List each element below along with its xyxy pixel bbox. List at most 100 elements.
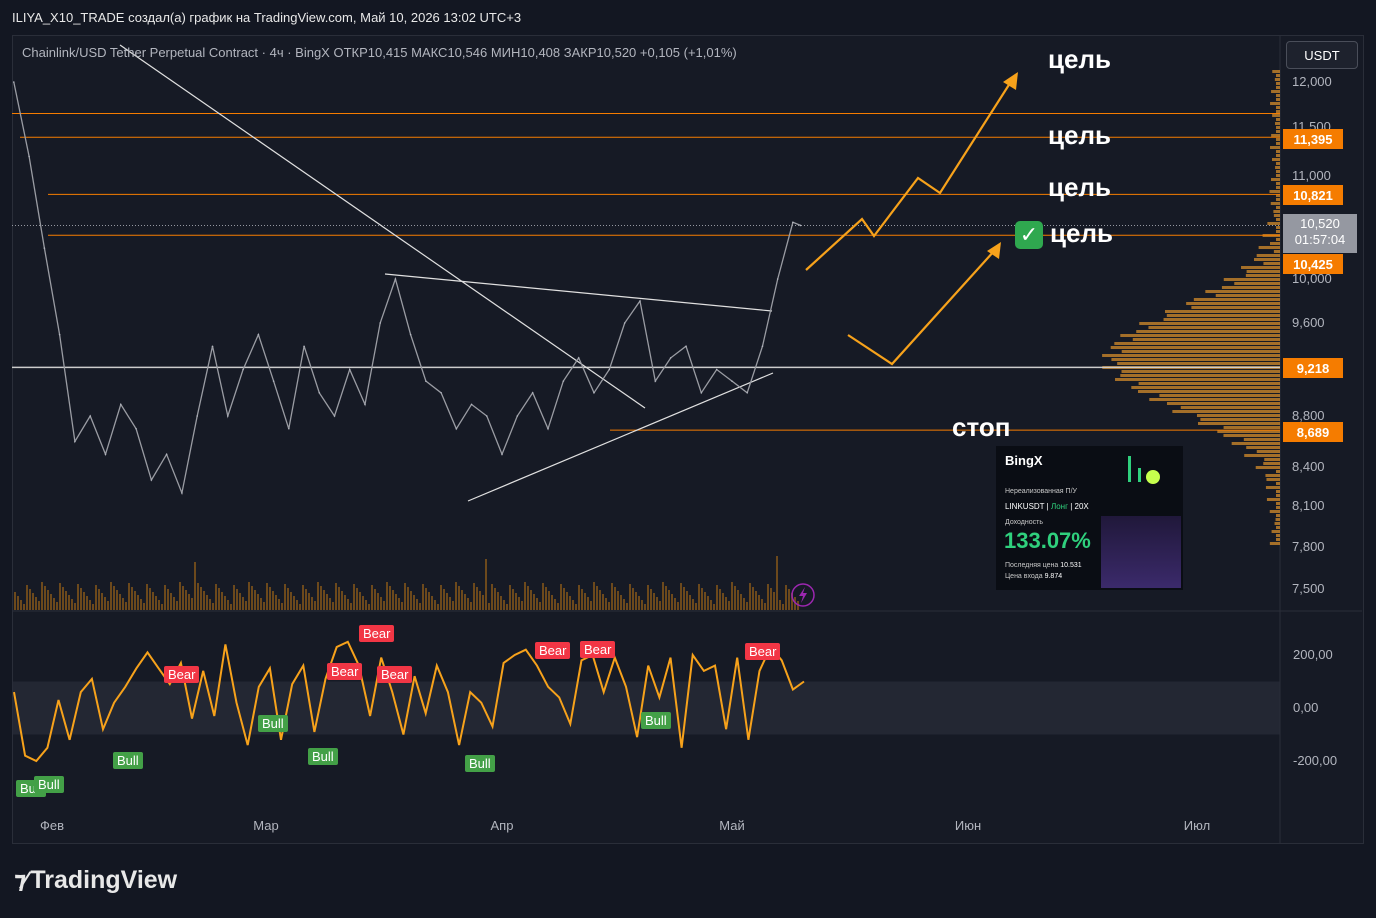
volume-bar [581,589,583,610]
volume-bar [44,586,46,610]
volume-profile-bar [1276,482,1280,485]
volume-profile-bar [1275,166,1280,169]
volume-profile-bar [1276,226,1280,229]
price-point [89,415,92,417]
volume-bar [341,591,343,610]
volume-bar [563,588,565,610]
volume-bar [425,588,427,610]
volume-bar [176,601,178,610]
volume-bar [674,598,676,610]
volume-bar [281,603,283,610]
volume-bar [182,586,184,610]
price-point [348,368,351,371]
volume-bar [32,593,34,610]
bingx-promo-image [1101,516,1181,588]
target-label-1: цель [1048,44,1111,74]
volume-bar [56,602,58,610]
volume-bar [29,589,31,610]
volume-bar [17,596,19,610]
price-point [119,403,122,406]
bingx-last-price-row: Последняя цена 10.531 [1005,562,1082,569]
lightning-icon [799,587,807,603]
volume-bar [608,602,610,610]
volume-bar [437,604,439,610]
volume-profile-bar [1120,334,1280,337]
volume-bar [611,583,613,610]
volume-profile-bar [1138,382,1280,385]
volume-bar [614,587,616,610]
volume-bar [623,599,625,610]
currency-button[interactable]: USDT [1286,41,1358,69]
volume-bar [257,594,259,610]
volume-bar [758,595,760,610]
volume-profile-bar [1165,310,1280,313]
volume-bar [617,591,619,610]
volume-profile-bar [1241,266,1280,269]
bull-signal: Bull [34,776,64,793]
volume-bar [491,584,493,610]
volume-bar [146,584,148,610]
volume-profile-bar [1270,102,1280,105]
volume-bar [656,597,658,610]
volume-bar [371,585,373,610]
price-point [242,368,244,371]
volume-profile-bar [1276,538,1280,541]
volume-profile-bar [1270,146,1280,149]
volume-profile-bar [1276,206,1280,209]
volume-bar [728,601,730,610]
price-point [181,492,183,494]
price-point [28,155,30,158]
price-point [531,391,534,394]
volume-bar [140,599,142,610]
tradingview-logo[interactable]: ⁊⁄ TradingView [14,866,177,895]
volume-bar [365,600,367,610]
price-point [425,380,427,382]
volume-bar [323,590,325,610]
volume-profile-bar [1276,506,1280,509]
price-point [211,345,214,348]
volume-bar [236,589,238,610]
volume-bar [524,582,526,610]
volume-profile-bar [1272,114,1280,117]
volume-bar [668,590,670,610]
volume-bar [443,589,445,610]
volume-bar [215,584,217,610]
volume-profile-bar [1223,434,1280,437]
volume-bar [431,596,433,610]
volume-bar [440,585,442,610]
price-point [685,345,687,348]
volume-bar [194,562,196,610]
price-point [501,453,503,456]
volume-bar [539,602,541,610]
oscillator-axis-tick: 200,00 [1293,647,1333,662]
volume-bar [20,600,22,610]
volume-bar [467,598,469,610]
volume-bar [98,589,100,610]
bear-signal: Bear [377,666,413,683]
price-point [731,380,733,382]
bull-signal: Bull [465,755,495,772]
volume-profile-bar [1246,446,1280,449]
volume-bar [449,597,451,610]
volume-bar [362,596,364,610]
bear-signal: Bear [359,625,395,642]
volume-bar [137,595,139,610]
volume-bar [209,599,211,610]
volume-profile-bar [1276,82,1280,85]
price-point [562,380,565,382]
price-point [654,380,657,382]
price-point [364,403,366,406]
volume-bar [752,587,754,610]
volume-bar [116,590,118,610]
volume-bar [521,601,523,610]
volume-bar [278,599,280,610]
volume-bar [542,583,544,610]
bingx-entry-price-label: Цена входа [1005,573,1043,580]
volume-bar [329,598,331,610]
bingx-logo: BingX [1005,453,1043,468]
volume-bar [683,587,685,610]
bull-signal: Bull [641,712,671,729]
volume-profile-bar [1276,98,1280,101]
volume-bar [95,585,97,610]
